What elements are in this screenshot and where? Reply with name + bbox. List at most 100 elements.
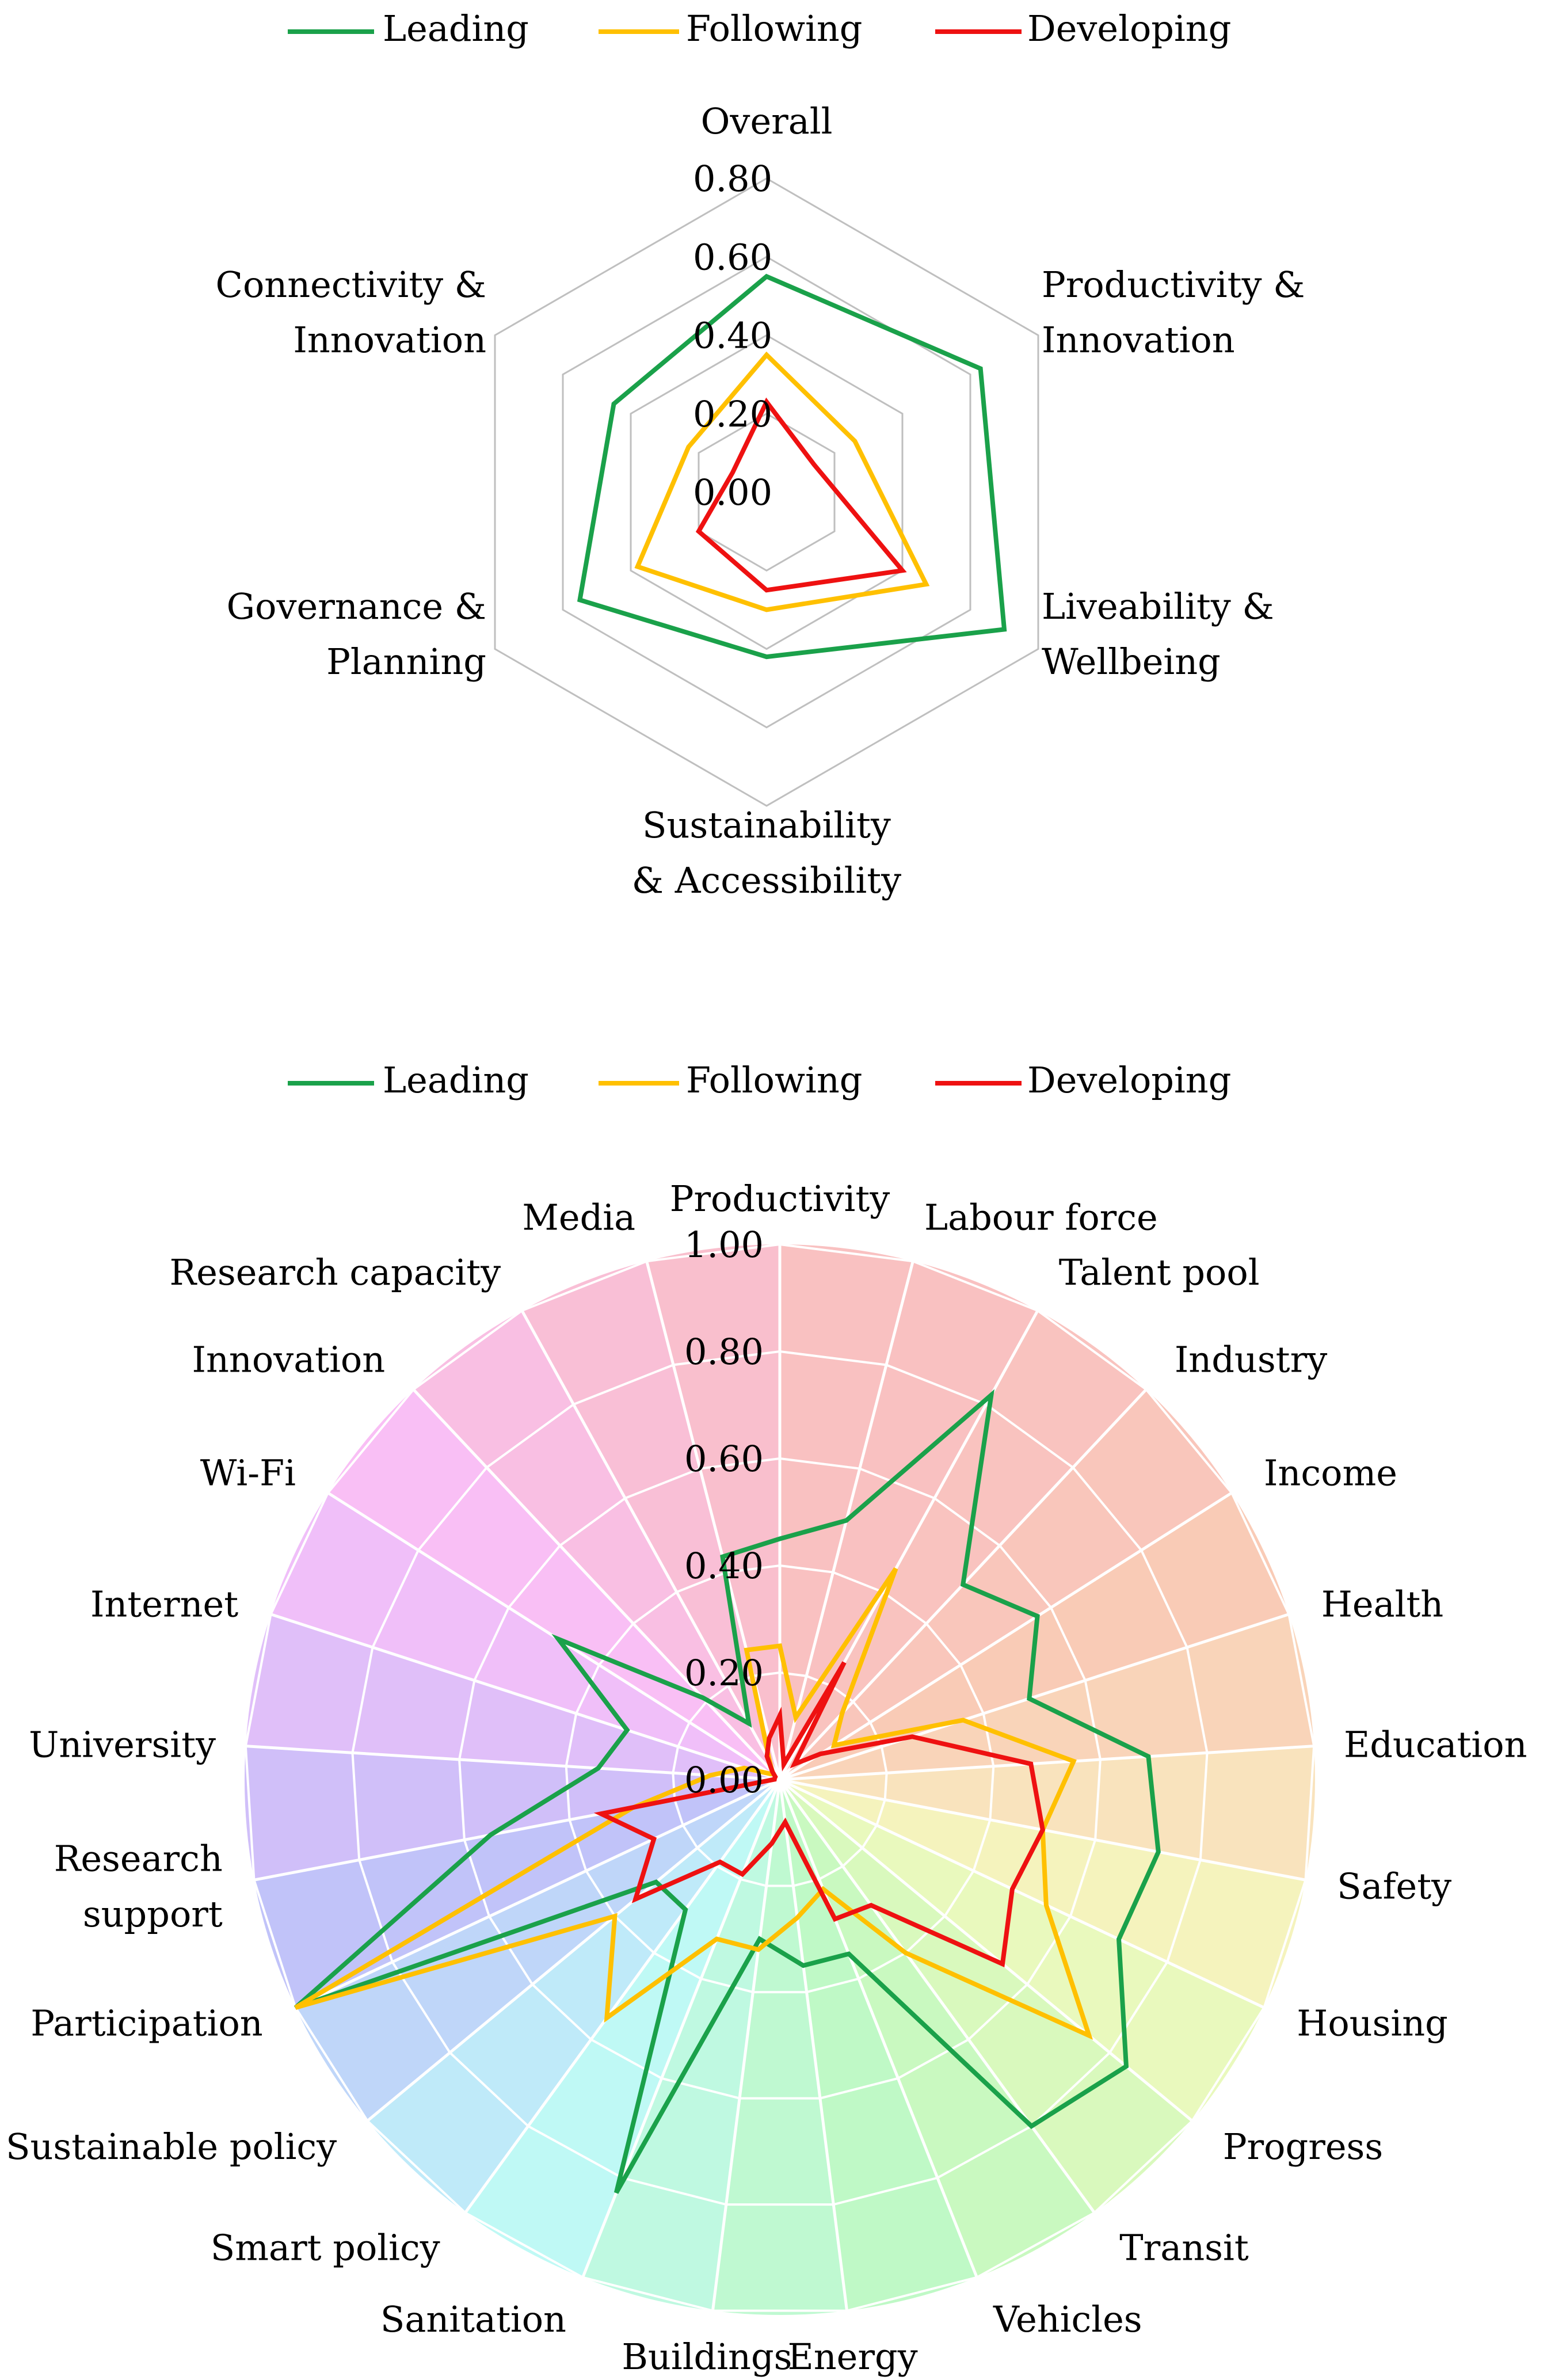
axis-label-media: Media [522,1197,635,1239]
axis-label-safety: Safety [1337,1865,1451,1907]
axis-label-talent-pool: Talent pool [1059,1251,1260,1293]
series-line-following [634,351,930,612]
gridline-spoke [711,1779,782,2311]
series-line-developing [695,397,907,593]
gridline-spoke [520,1309,782,1781]
legend-label-leading: Leading [383,7,529,49]
gridline-ring [630,334,904,650]
axis-label-liveability-and-wellbeing: Liveability & Wellbeing [1042,585,1274,683]
tick-label: 0.40 [693,315,772,357]
gridline-ring [698,413,836,572]
axis-label-research-capacity: Research capacity [170,1251,501,1293]
axis-label-internet: Internet [90,1583,238,1625]
sector-talent-pool [780,1311,1146,1780]
axis-label-overall: Overall [701,100,833,142]
legend-label-following: Following [686,1059,862,1101]
tick-label: 0.00 [684,1759,764,1801]
axis-label-research-support: Research support [54,1838,223,1935]
gridline-spoke [778,1779,1096,2214]
sector-energy [712,1780,847,2315]
axis-label-housing: Housing [1297,2002,1448,2044]
axis-label-buildings: Buildings [622,2336,792,2377]
legend-label-developing: Developing [1027,1059,1231,1101]
sector-progress [780,1780,1192,2213]
tick-label: 0.40 [684,1545,764,1587]
tick-label: 0.60 [684,1438,764,1480]
sector-labour-force [780,1261,1038,1780]
axis-label-wi-fi: Wi-Fi [200,1452,296,1494]
gridline-ring [494,177,1039,807]
gridline-spoke [412,1388,781,1781]
legend-bottom: Leading Following Developing [288,1059,1231,1101]
axis-label-sanitation: Sanitation [380,2298,566,2340]
sector-transit [780,1780,1095,2278]
axis-label-sustainability-and-accessibility: Sustainability & Accessibility [632,804,901,901]
gridline-ring [458,1457,1102,2100]
sector-buildings [582,1780,780,2311]
legend-label-developing: Developing [1027,7,1231,49]
series-lines [294,1389,1161,2194]
series-line-leading [294,1389,1161,2194]
sector-sanitation [465,1780,780,2278]
gridline-spoke [778,1779,849,2311]
sector-sustainable-policy [295,1780,780,2121]
sector-industry [780,1389,1232,1780]
gridline-spoke [295,1778,781,2009]
series-line-leading [577,273,1007,660]
sector-smart-policy [367,1780,780,2213]
sector-research-support [245,1746,780,1880]
sector-university [245,1614,780,1780]
legend-label-following: Following [686,7,862,49]
axis-label-labour-force: Labour force [924,1197,1158,1239]
axis-label-innovation: Innovation [192,1339,386,1381]
tick-labels: 0.00 0.20 0.40 0.60 0.80 1.00 [684,1224,764,1801]
axis-label-productivity-and-innovation: Productivity & Innovation [1042,264,1305,361]
tick-label: 0.80 [693,158,772,200]
axis-label-energy: Energy [787,2336,917,2377]
axis-label-education: Education [1344,1723,1527,1765]
tick-label: 1.00 [684,1224,764,1266]
series-lines [577,273,1007,660]
axis-label-income: Income [1264,1452,1397,1494]
axis-label-connectivity-and-innovation: Connectivity & Innovation [216,264,486,361]
series-line-developing [593,1661,1045,1967]
gridline-ring [351,1350,1209,2206]
gridline-spoke [779,1745,1314,1781]
axis-label-participation: Participation [31,2002,262,2044]
gridline-spoke [245,1745,780,1781]
axis-label-governance-and-planning: Governance & Planning [227,585,486,683]
tick-label: 0.80 [684,1331,764,1373]
tick-label: 0.00 [693,471,772,513]
gridline-spoke [779,1779,1194,2122]
gridline-spoke [366,1779,781,2122]
gridline-spoke [270,1613,780,1781]
sector-research-capacity [521,1261,780,1780]
axis-label-smart-policy: Smart policy [211,2226,440,2268]
axis-label-productivity: Productivity [670,1178,890,1220]
gridline-ring [244,1243,1316,2312]
legend-top: Leading Following Developing [288,7,1231,49]
axis-label-industry: Industry [1175,1339,1327,1381]
sector-internet [270,1492,780,1780]
gridline-ring [565,1564,995,1994]
gridline-spoke [464,1779,782,2214]
sector-housing [780,1780,1264,2121]
gridline-spoke [779,1778,1265,2009]
sector-safety [780,1780,1306,2008]
axis-label-sustainable-policy: Sustainable policy [6,2126,337,2168]
gridline-spoke [779,1613,1290,1781]
axis-label-university: University [29,1723,216,1765]
tick-label: 0.20 [693,393,772,435]
radar-chart-top: 0.00 0.20 0.40 0.60 0.80 Overall Productivity … [216,100,1305,901]
gridline-spoke [778,1779,978,2278]
tick-labels: 0.00 0.20 0.40 0.60 0.80 [693,158,772,513]
sector-innovation [413,1311,780,1780]
axis-labels: Productivity Labour force Talent pool Indus… [6,1178,1527,2378]
series-line-following [294,1567,1093,2040]
axis-label-vehicles: Vehicles [993,2298,1142,2340]
axis-label-transit: Transit [1119,2226,1249,2268]
axis-labels: Overall Productivity & Innovation Liveabili… [216,100,1305,901]
